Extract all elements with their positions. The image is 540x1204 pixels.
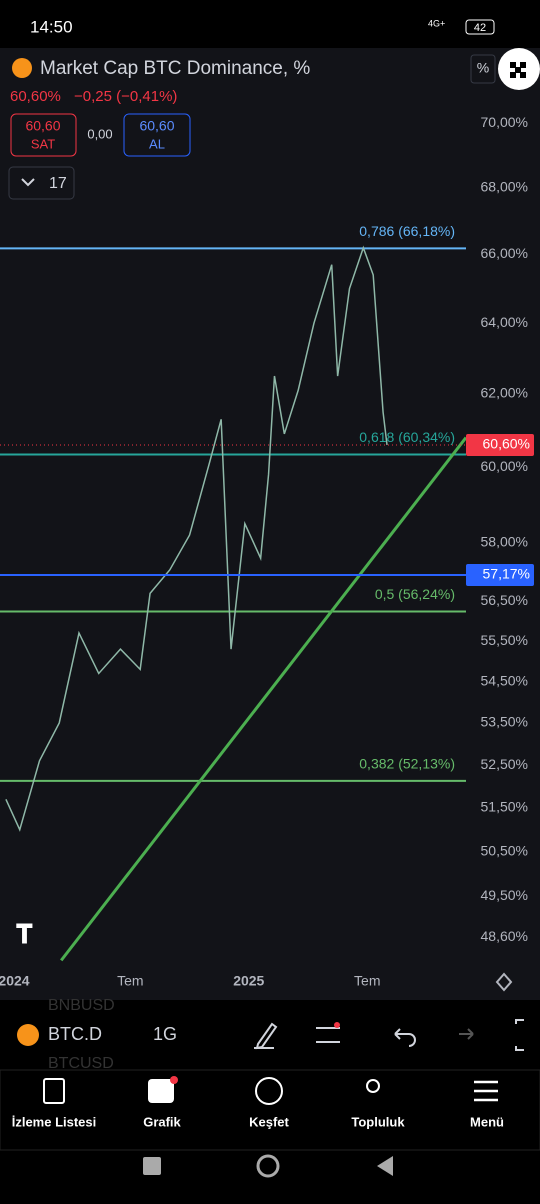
fib-label: 0,786 (66,18%) [359,223,455,239]
explore-icon [255,1077,283,1105]
spread: 0,00 [87,126,112,141]
price-badge [466,433,534,456]
y-tick-label: 56,50% [481,592,528,608]
price-badge [466,563,534,586]
buy-label: AL [149,136,165,151]
chart-icon [148,1079,174,1103]
y-tick-label: 51,50% [481,799,528,815]
y-tick-label: 54,50% [481,672,528,688]
y-tick-label: 48,60% [481,928,528,944]
network: 4G+ [428,18,445,28]
y-tick-label: 68,00% [481,179,528,195]
y-tick-label: 55,50% [481,632,528,648]
x-tick-label: Tem [117,973,143,989]
nav-labels: İzleme Listesi Grafik Keşfet Topluluk Menü [12,1114,504,1129]
plot [0,245,466,962]
y-tick-label: 60,00% [481,458,528,474]
y-tick-label: 70,00% [481,114,528,130]
nav-label[interactable]: Topluluk [351,1114,405,1129]
nav-label[interactable]: Menü [470,1114,504,1129]
sell-price: 60,60 [25,118,60,134]
toolbar-symbol[interactable]: BTC.D [48,1024,102,1044]
sys-back[interactable] [377,1156,393,1176]
nav-label[interactable]: İzleme Listesi [12,1114,97,1129]
price-line [5,245,388,832]
y-tick-label: 66,00% [481,245,528,261]
status-bar [0,0,540,48]
y-tick-label: 53,50% [481,714,528,730]
trend-line [60,436,466,962]
watch-below: BTCUSD [48,1055,114,1072]
price-badge-label: 60,60% [483,436,530,452]
y-tick-label: 52,50% [481,756,528,772]
fib-label: 0,382 (52,13%) [359,756,455,772]
chevron [21,178,35,187]
x-tick-label: Tem [354,973,380,989]
menu-icon [474,1080,498,1102]
sys-home[interactable] [256,1154,280,1178]
price-badge-label: 57,17% [483,566,530,582]
nav-label[interactable]: Grafik [143,1114,181,1129]
fib-label: 0,618 (60,34%) [359,429,455,445]
y-tick-label: 64,00% [481,314,528,330]
status-time: 14:50 [30,17,73,36]
percent-label: % [477,60,489,76]
indicator-dot [334,1022,340,1028]
y-tick-label: 49,50% [481,887,528,903]
sell-button[interactable] [10,113,77,157]
community-icon [366,1079,380,1093]
price: 60,60% [10,88,61,105]
buy-button[interactable] [123,113,191,157]
sell-label: SAT [31,136,55,151]
battery-level: 42 [474,22,486,34]
tv-logo: 𝐓 [16,919,33,949]
redo-icon[interactable] [459,1028,474,1040]
expand-icon[interactable] [515,1019,524,1051]
indicator-count: 17 [49,175,67,192]
overlay: 70,00% 68,00% 66,00% 64,00% 62,00% 60,00% 58,0… [0,114,534,989]
undo-icon[interactable] [394,1028,416,1047]
x-tick-label: 2024 [0,973,30,989]
change: −0,25 (−0,41%) [74,88,177,105]
chart-dot [170,1076,178,1084]
chart-area [0,48,540,1000]
draw-icon[interactable] [254,1022,278,1050]
percent-button[interactable] [470,54,496,84]
y-tick-label: 50,50% [481,842,528,858]
toolbar-interval[interactable]: 1G [153,1024,177,1044]
fullscreen-icon [510,62,526,78]
bottom-nav [0,1069,540,1151]
settings-icon[interactable] [495,972,513,992]
sys-recent[interactable] [143,1157,161,1175]
y-tick-label: 62,00% [481,385,528,401]
nav-label[interactable]: Keşfet [249,1114,289,1129]
x-tick-label: 2025 [233,973,264,989]
watch-above: BNBUSD [48,997,115,1014]
fib-label: 0,5 (56,24%) [375,586,455,602]
btc-icon [12,58,32,78]
indicators-icon[interactable] [316,1027,340,1043]
battery [465,19,495,35]
y-tick-label: 58,00% [481,533,528,549]
btc-icon [17,1024,39,1046]
symbol-title: Market Cap BTC Dominance, % [40,58,310,79]
indicators-button[interactable] [8,166,75,200]
watchlist-icon [43,1078,65,1104]
buy-price: 60,60 [139,118,174,134]
